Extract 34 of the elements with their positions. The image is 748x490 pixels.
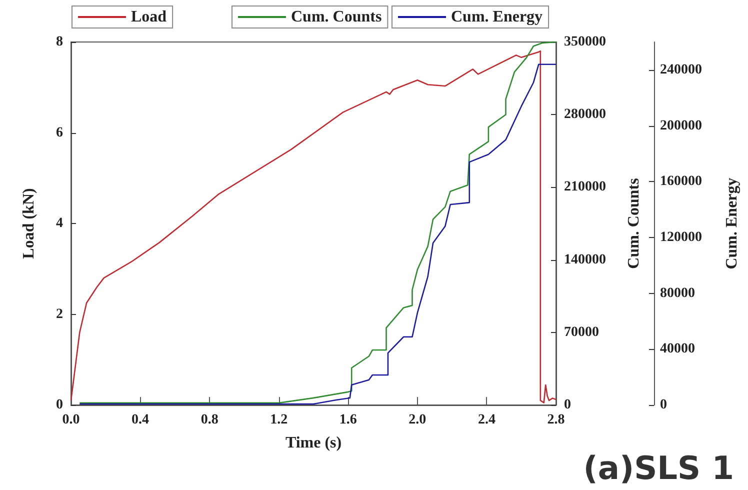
y3-axis-title: Cum. Energy bbox=[724, 178, 740, 270]
y3-tick-label: 120000 bbox=[660, 230, 702, 245]
y3-tick-label: 40000 bbox=[660, 342, 695, 357]
y2-tick-label: 280000 bbox=[564, 107, 606, 122]
legend-label: Load bbox=[131, 8, 167, 26]
y2-tick-label: 140000 bbox=[564, 252, 606, 268]
x-tick-label: 0.8 bbox=[200, 412, 218, 428]
x-tick-label: 2.4 bbox=[478, 412, 496, 428]
x-tick-label: 2.8 bbox=[547, 412, 565, 428]
y-tick-label: 6 bbox=[56, 125, 63, 140]
y2-tick-label: 210000 bbox=[564, 180, 606, 195]
y-tick-label: 8 bbox=[56, 34, 63, 50]
x-tick-label: 0.0 bbox=[62, 412, 80, 428]
x-axis-title: Time (s) bbox=[285, 434, 342, 452]
y3-tick-label: 80000 bbox=[660, 286, 695, 301]
y3-tick-label: 0 bbox=[660, 398, 667, 412]
y2-tick-label: 70000 bbox=[564, 324, 599, 340]
text: (a)SLS 1 bbox=[583, 449, 734, 487]
y2-tick-label: 0 bbox=[564, 398, 571, 412]
legend-label: Cum. Counts bbox=[291, 8, 382, 26]
y-axis-title: Load (kN) bbox=[20, 188, 38, 259]
x-tick-label: 1.6 bbox=[339, 412, 357, 428]
y2-tick-label: 350000 bbox=[564, 34, 606, 50]
y3-tick-label: 200000 bbox=[660, 118, 702, 134]
y3-tick-label: 160000 bbox=[660, 174, 702, 190]
x-tick-label: 0.4 bbox=[132, 412, 150, 428]
y-tick-label: 2 bbox=[56, 306, 63, 322]
x-tick-label: 1.2 bbox=[270, 412, 288, 428]
x-tick-label: 2.0 bbox=[408, 412, 426, 428]
legend-label: Cum. Energy bbox=[451, 8, 543, 26]
y-tick-label: 4 bbox=[56, 216, 63, 231]
y3-tick-label: 240000 bbox=[660, 62, 702, 78]
y-tick-label: 0 bbox=[56, 398, 63, 412]
y2-axis-title: Cum. Counts bbox=[626, 178, 642, 269]
